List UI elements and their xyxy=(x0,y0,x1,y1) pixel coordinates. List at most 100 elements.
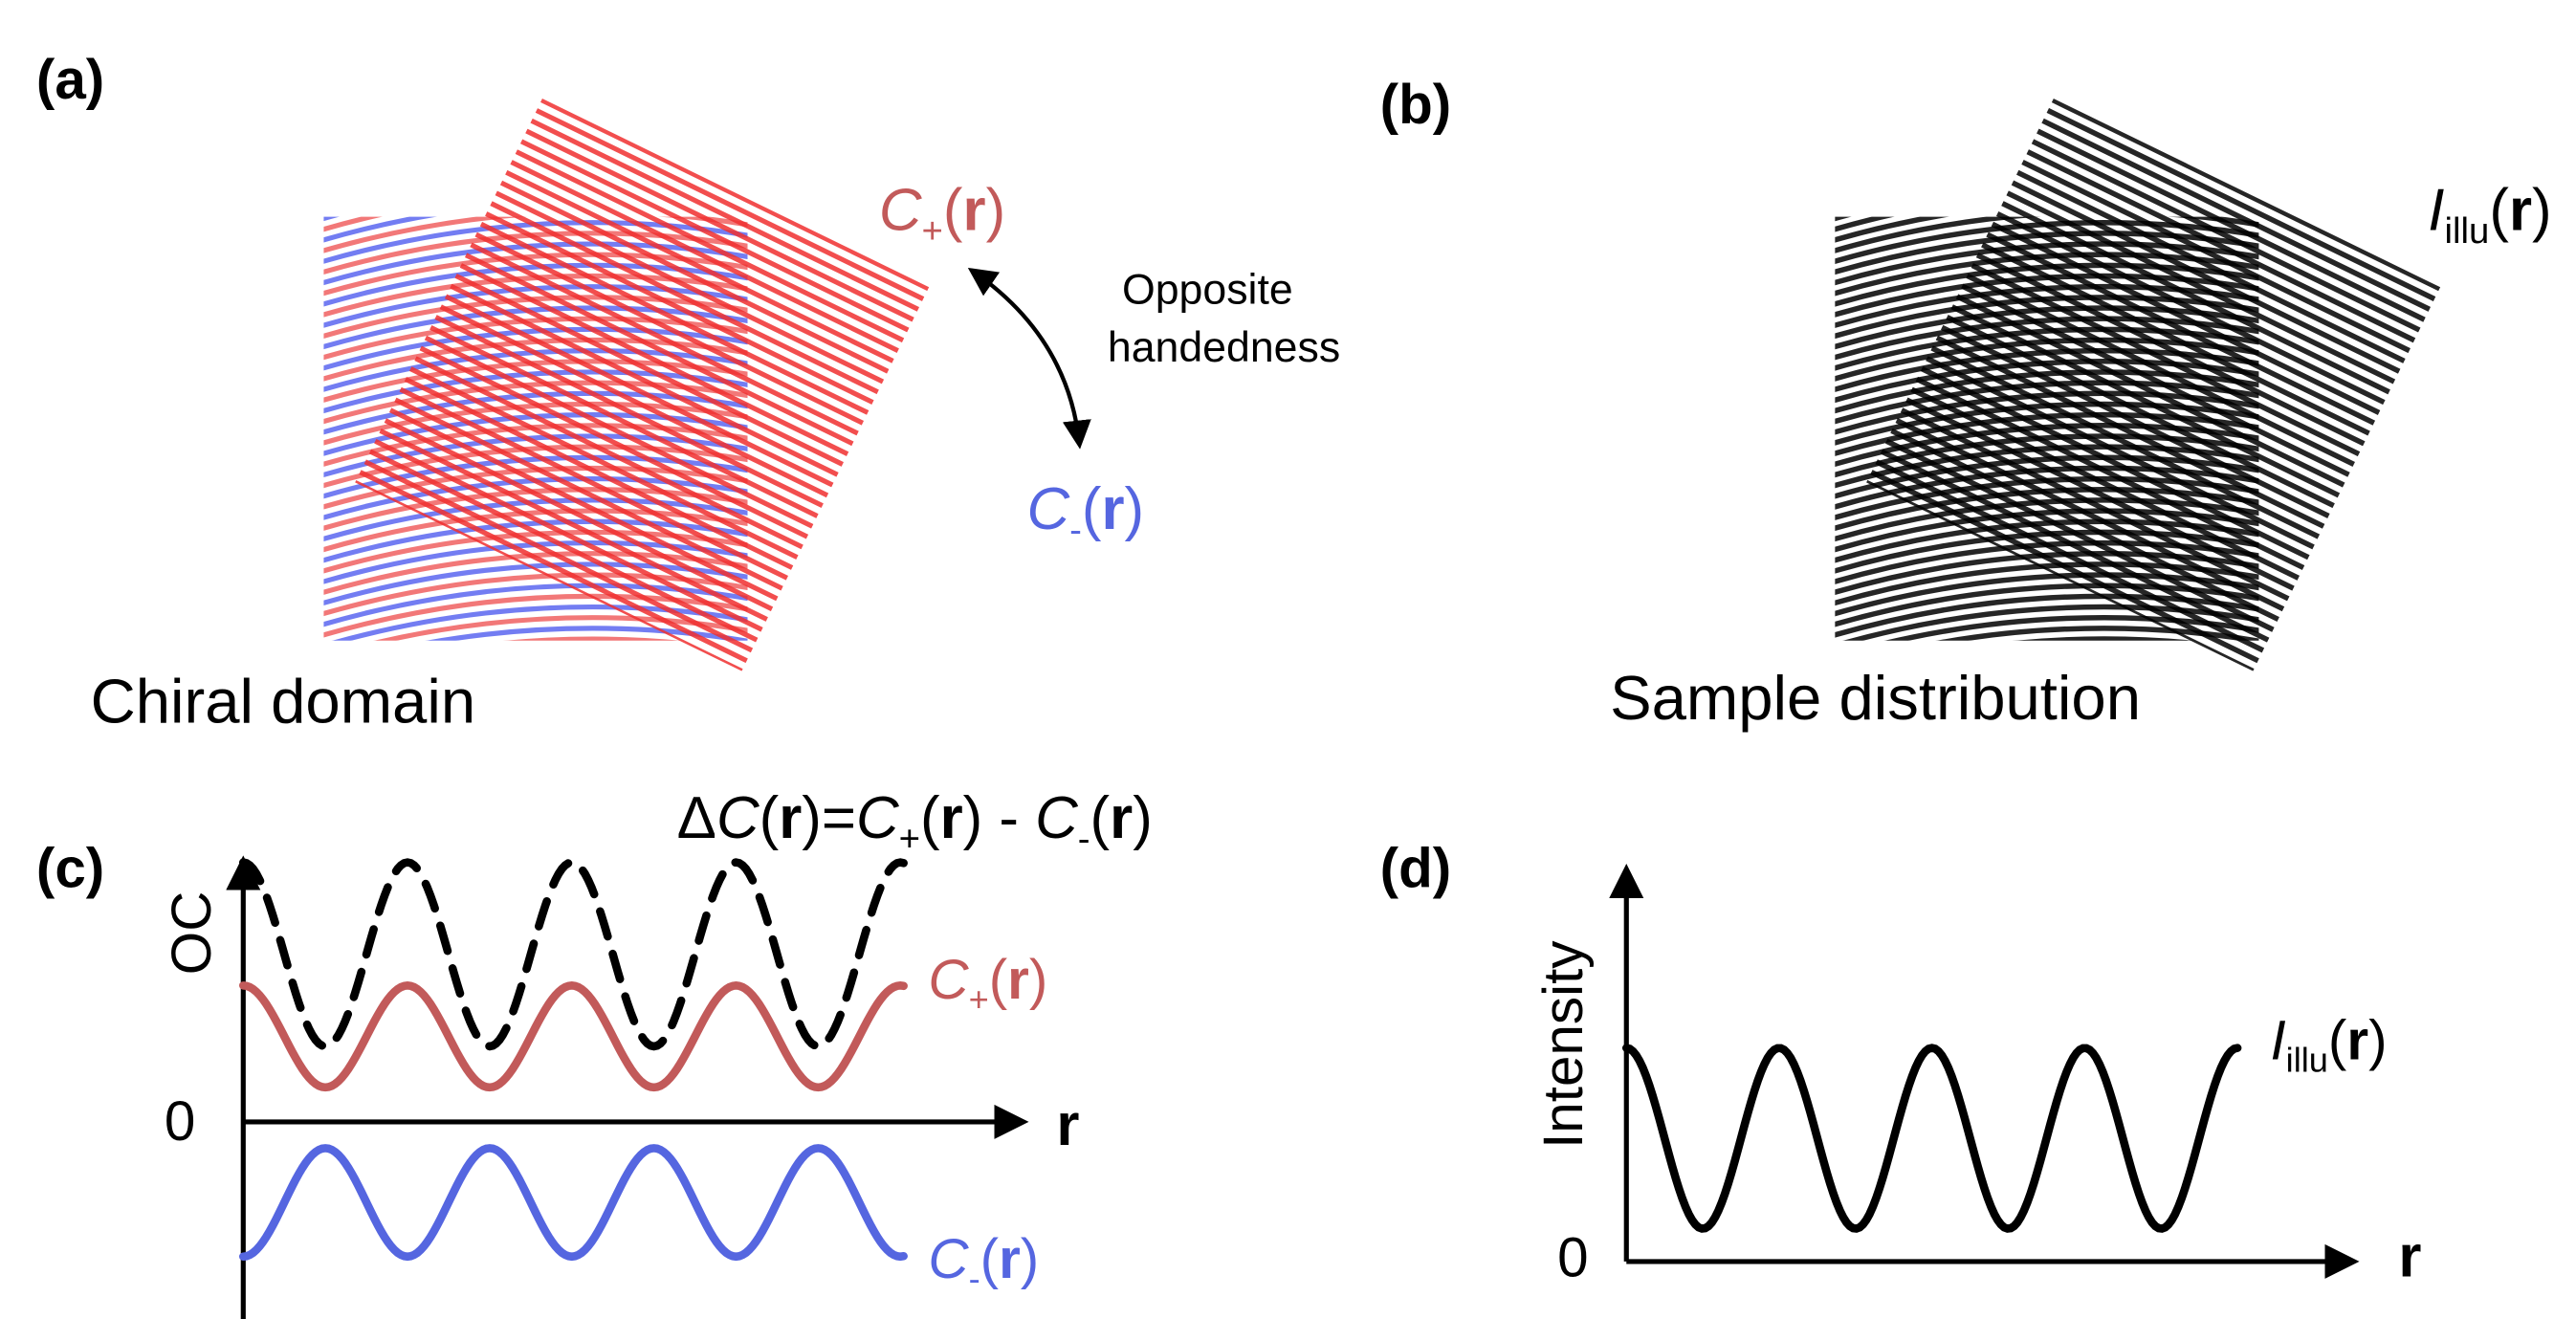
chiral-pattern xyxy=(323,99,930,671)
stripe xyxy=(1946,315,2335,509)
intensity-curve xyxy=(1621,1044,2242,1233)
formula-part: - xyxy=(1078,818,1090,859)
stripe xyxy=(323,444,748,489)
stripe xyxy=(1950,304,2341,498)
stripe xyxy=(1960,283,2350,477)
formula-part: ( xyxy=(1090,785,1111,851)
stripe xyxy=(464,253,854,447)
stripe xyxy=(419,345,809,539)
stripe xyxy=(450,283,839,477)
stripe xyxy=(2011,180,2401,374)
formula: ΔC(r)=C+(r) - C-(r) xyxy=(677,785,1153,860)
stripe xyxy=(1904,397,2295,591)
formula-part: ) xyxy=(1133,785,1153,851)
stripe xyxy=(408,366,799,561)
stripe xyxy=(394,397,783,591)
formula-part: r xyxy=(2346,1010,2368,1072)
stripe xyxy=(1926,356,2315,550)
stripe xyxy=(2031,139,2421,333)
zero-label: 0 xyxy=(1557,1226,1588,1288)
stripe xyxy=(384,418,774,612)
stripe xyxy=(323,518,748,563)
stripe xyxy=(323,583,748,627)
panel-label: (b) xyxy=(1380,74,1452,136)
stripe xyxy=(1835,572,2259,617)
formula-part: r xyxy=(963,177,986,243)
x-axis-label: r xyxy=(1056,1092,1079,1158)
stripe xyxy=(499,180,890,374)
stripe xyxy=(1966,273,2356,467)
formula-part: C xyxy=(716,785,760,851)
formula-part: illu xyxy=(2445,210,2490,252)
caption: Chiral domain xyxy=(91,667,476,736)
stripe xyxy=(1835,369,2259,414)
straight-stripes xyxy=(1866,99,2441,671)
formula: C-(r) xyxy=(928,1228,1039,1298)
stripe xyxy=(2001,201,2390,395)
formula-part: ( xyxy=(760,785,780,851)
stripe xyxy=(1971,262,2361,457)
stripe xyxy=(1835,316,2259,361)
stripe xyxy=(355,480,743,671)
stripe xyxy=(1930,345,2321,539)
stripe xyxy=(539,99,930,292)
x-axis-label: r xyxy=(2398,1223,2421,1289)
stripe xyxy=(323,216,436,243)
formula-part: C xyxy=(928,1228,969,1290)
stripe xyxy=(323,216,748,253)
formula-part: r xyxy=(1101,476,1124,542)
c-minus-curve xyxy=(238,1144,908,1262)
stripe xyxy=(495,190,885,385)
stripe xyxy=(374,438,763,632)
stripe xyxy=(1895,418,2285,612)
stripe xyxy=(1935,335,2325,529)
formula-part: C xyxy=(879,177,922,243)
stripe xyxy=(323,316,748,361)
formula-part: )= xyxy=(802,785,856,851)
stripe xyxy=(424,335,814,529)
panel-label: (c) xyxy=(36,837,104,899)
stripe xyxy=(2036,128,2426,322)
caption: Sample distribution xyxy=(1610,663,2141,733)
formula-part: ( xyxy=(980,1228,1000,1290)
straight-stripes xyxy=(355,99,930,671)
formula-part: ) xyxy=(2368,1010,2387,1072)
stripe xyxy=(1835,433,2259,478)
stripe xyxy=(1835,241,2259,286)
delta-curve xyxy=(238,858,908,1051)
zero-label: 0 xyxy=(165,1090,195,1153)
formula-part: ( xyxy=(920,785,940,851)
stripe xyxy=(1920,366,2310,561)
panel-label: (a) xyxy=(36,49,104,111)
formula-part: r xyxy=(999,1228,1021,1290)
formula-part: r xyxy=(2509,177,2532,243)
formula-part: + xyxy=(922,210,943,252)
stripe xyxy=(359,470,748,664)
stripe xyxy=(1835,561,2259,606)
formula-part: I xyxy=(2428,177,2444,243)
stripe xyxy=(323,561,748,606)
stripe xyxy=(323,369,748,414)
stripe xyxy=(1915,376,2305,571)
stripe xyxy=(1900,407,2290,602)
stripe xyxy=(1995,210,2386,406)
stripe xyxy=(2046,107,2436,302)
stripe xyxy=(1940,324,2330,518)
stripe xyxy=(323,433,748,478)
formula-part: r xyxy=(1007,949,1029,1011)
formula-part: - xyxy=(1069,510,1082,551)
stripe xyxy=(2041,118,2432,312)
stripe xyxy=(323,497,748,542)
stripe xyxy=(323,593,748,638)
stripe xyxy=(519,139,910,333)
stripe xyxy=(1991,221,2381,415)
stripe xyxy=(479,221,870,415)
stripe xyxy=(429,324,819,518)
stripe xyxy=(510,160,899,353)
formula-part: illu xyxy=(2286,1041,2328,1080)
stripe xyxy=(1981,242,2370,436)
formula-part: C xyxy=(856,785,899,851)
stripe xyxy=(1835,508,2259,553)
